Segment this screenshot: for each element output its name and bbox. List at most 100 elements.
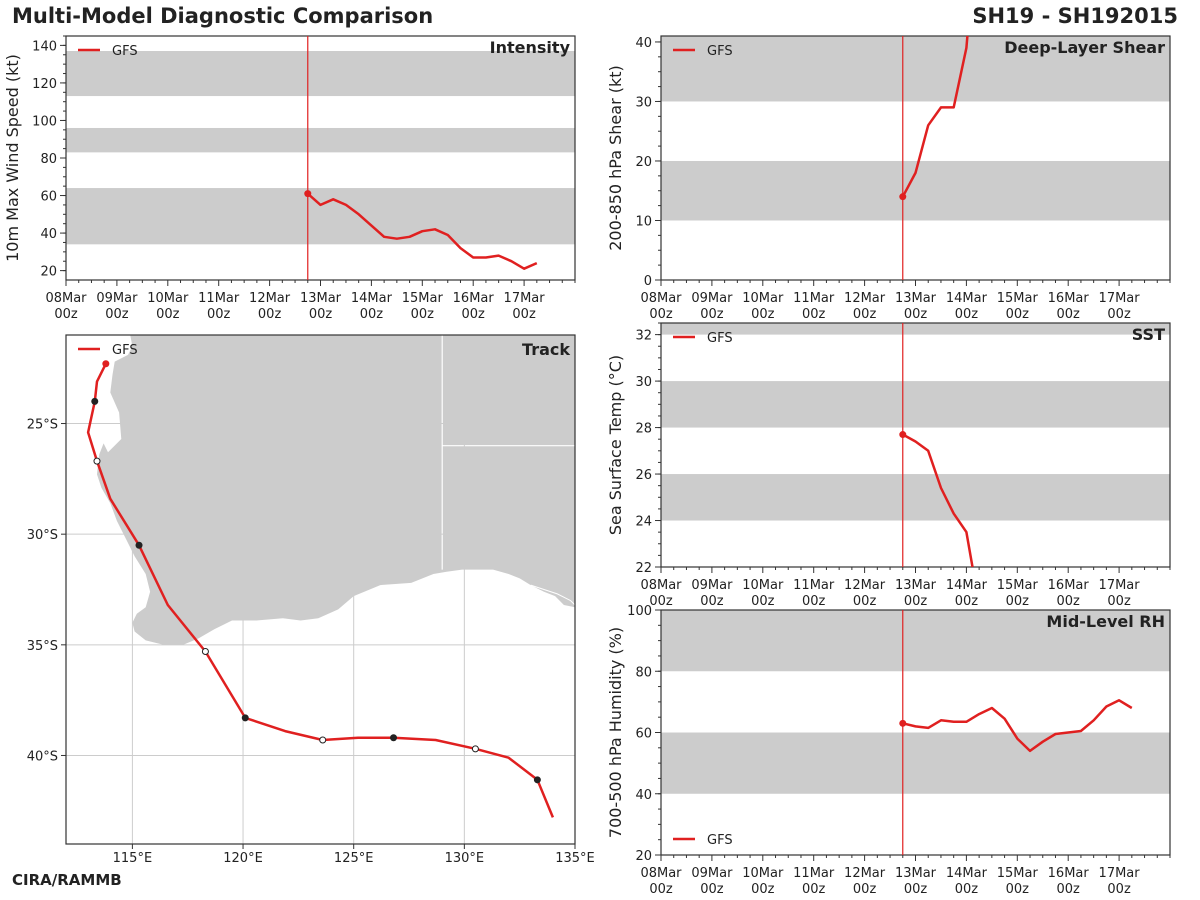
sst-xtick-label: 08Mar [640, 578, 682, 593]
rh-xtick-label: 09Mar [691, 866, 733, 881]
intensity-xtick-label: 08Mar [45, 291, 87, 306]
rh-xtick-label: 17Mar [1099, 866, 1141, 881]
rh-xtick-label: 00z [649, 882, 673, 897]
track-position-marker-open [201, 647, 209, 655]
sst-legend-label: GFS [707, 331, 733, 346]
sst-xtick-label: 10Mar [742, 578, 784, 593]
track-position-marker [91, 397, 99, 405]
shear-xtick-label: 11Mar [793, 291, 835, 306]
shear-ytick-label: 20 [635, 155, 652, 170]
sst-band-0 [661, 474, 1170, 521]
sst-xtick-label: 00z [649, 594, 673, 609]
shear-xtick-label: 17Mar [1099, 291, 1141, 306]
rh-xtick-label: 11Mar [793, 866, 835, 881]
shear-ytick-label: 0 [644, 274, 652, 289]
sst-xtick-label: 00z [1107, 594, 1131, 609]
rh-xtick-label: 08Mar [640, 866, 682, 881]
track-position-marker [390, 734, 398, 742]
intensity-xtick-label: 13Mar [300, 291, 342, 306]
intensity-ytick-label: 120 [32, 77, 57, 92]
shear-xtick-label: 15Mar [997, 291, 1039, 306]
intensity-xtick-label: 11Mar [198, 291, 240, 306]
rh-xtick-label: 00z [853, 882, 877, 897]
credit-label: CIRA/RAMMB [12, 871, 122, 889]
intensity-band-1 [66, 127, 575, 153]
rh-xtick-label: 00z [1107, 882, 1131, 897]
shear-xtick-label: 00z [904, 307, 928, 322]
intensity-legend-label: GFS [112, 44, 138, 59]
shear-xtick-label: 00z [649, 307, 673, 322]
shear-xtick-label: 16Mar [1048, 291, 1090, 306]
track-start-marker [102, 360, 110, 368]
track-panel-title: Track [522, 340, 570, 359]
intensity-xtick-label: 12Mar [249, 291, 291, 306]
rh-ytick-label: 40 [635, 788, 652, 803]
rh-axes-frame [660, 609, 1171, 856]
shear-series-gfs-start-point [899, 193, 907, 201]
sst-xtick-label: 14Mar [946, 578, 988, 593]
sst-ytick-label: 28 [635, 422, 652, 437]
intensity-ytick-label: 20 [40, 265, 57, 280]
intensity-ytick-label: 80 [40, 152, 57, 167]
intensity-band-0 [66, 188, 575, 245]
rh-xtick-label: 00z [955, 882, 979, 897]
sst-xtick-label: 09Mar [691, 578, 733, 593]
rh-band-1 [661, 610, 1170, 672]
rh-ylabel: 700-500 hPa Humidity (%) [606, 627, 625, 838]
intensity-xtick-label: 09Mar [96, 291, 138, 306]
sst-xtick-label: 00z [1006, 594, 1030, 609]
rh-xtick-label: 14Mar [946, 866, 988, 881]
sst-xtick-label: 17Mar [1099, 578, 1141, 593]
rh-xtick-label: 10Mar [742, 866, 784, 881]
intensity-xtick-label: 10Mar [147, 291, 189, 306]
track-xtick-label: 130°E [445, 851, 485, 866]
intensity-ytick-label: 100 [32, 114, 57, 129]
intensity-ytick-label: 40 [40, 227, 57, 242]
intensity-xtick-label: 00z [512, 307, 536, 322]
rh-xtick-label: 00z [904, 882, 928, 897]
track-axes-frame [65, 334, 576, 845]
intensity-xtick-label: 00z [105, 307, 129, 322]
shear-ytick-label: 40 [635, 36, 652, 51]
shear-legend-label: GFS [707, 44, 733, 59]
shear-xtick-label: 00z [1006, 307, 1030, 322]
sst-ylabel: Sea Surface Temp (°C) [606, 355, 625, 535]
sst-xtick-label: 00z [853, 594, 877, 609]
page-title: Multi-Model Diagnostic Comparison [12, 4, 434, 28]
shear-panel-title: Deep-Layer Shear [1004, 38, 1165, 57]
rh-xtick-label: 12Mar [844, 866, 886, 881]
rh-xtick-label: 00z [751, 882, 775, 897]
shear-xtick-label: 09Mar [691, 291, 733, 306]
intensity-series-gfs-start-point [304, 190, 312, 198]
track-position-marker-open [319, 736, 327, 744]
sst-axes-frame [660, 322, 1171, 568]
track-ytick-label: 25°S [27, 418, 58, 433]
sst-xtick-label: 00z [955, 594, 979, 609]
rh-xtick-label: 13Mar [895, 866, 937, 881]
sst-band-2 [661, 323, 1170, 335]
intensity-ylabel: 10m Max Wind Speed (kt) [3, 54, 22, 262]
intensity-band-2 [66, 51, 575, 97]
intensity-xtick-label: 00z [309, 307, 333, 322]
shear-axes-frame [660, 35, 1171, 281]
track-position-marker [241, 714, 249, 722]
track-ytick-label: 30°S [27, 528, 58, 543]
shear-xtick-label: 10Mar [742, 291, 784, 306]
rh-xtick-label: 00z [1057, 882, 1081, 897]
track-map-layer [66, 335, 575, 844]
track-position-marker-open [471, 745, 479, 753]
sst-series-gfs-start-point [899, 431, 907, 439]
sst-xtick-label: 11Mar [793, 578, 835, 593]
track-position-marker [533, 776, 541, 784]
rh-ytick-label: 100 [627, 604, 652, 619]
intensity-xtick-label: 17Mar [504, 291, 546, 306]
sst-ytick-label: 26 [635, 468, 652, 483]
shear-ytick-label: 10 [635, 214, 652, 229]
sst-xtick-label: 00z [700, 594, 724, 609]
shear-ytick-label: 30 [635, 95, 652, 110]
intensity-panel-title: Intensity [490, 38, 571, 57]
rh-xtick-label: 00z [802, 882, 826, 897]
intensity-xtick-label: 16Mar [453, 291, 495, 306]
rh-legend-label: GFS [707, 833, 733, 848]
